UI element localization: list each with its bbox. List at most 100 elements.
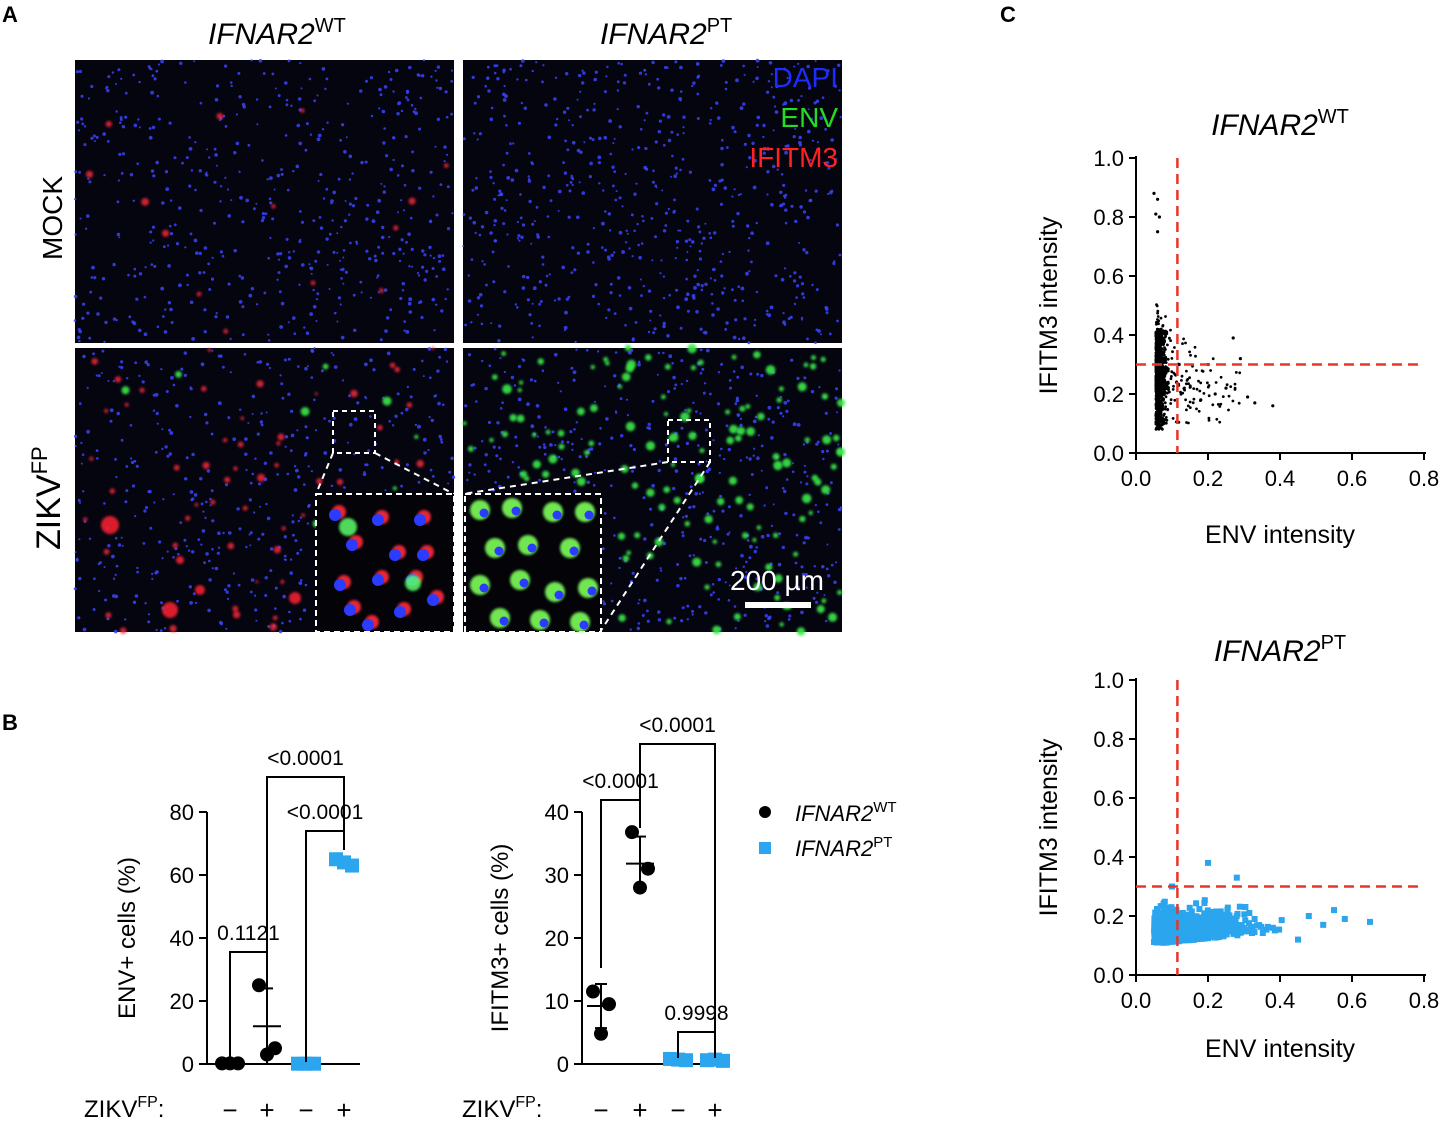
scatter-point	[1169, 377, 1173, 381]
dapi-nucleus	[156, 422, 159, 425]
dapi-nucleus	[807, 108, 810, 111]
dapi-nucleus	[631, 571, 635, 575]
dapi-nucleus	[838, 253, 842, 257]
dapi-nucleus	[498, 446, 501, 450]
dapi-nucleus	[235, 113, 239, 116]
dapi-nucleus	[743, 73, 746, 76]
dapi-nucleus	[398, 247, 402, 251]
dapi-nucleus	[208, 559, 211, 563]
scatter-point	[1163, 332, 1167, 336]
dapi-nucleus	[821, 449, 825, 454]
dapi-nucleus	[365, 79, 368, 83]
dapi-nucleus	[816, 591, 819, 594]
row-label-mock: MOCK	[37, 176, 68, 260]
ifitm3-signal	[223, 328, 229, 334]
dapi-nucleus	[496, 421, 500, 425]
dapi-nucleus	[696, 282, 700, 287]
dapi-nucleus	[86, 429, 90, 434]
dapi-nucleus	[288, 619, 292, 623]
dapi-nucleus	[743, 317, 747, 321]
dapi-nucleus	[93, 577, 96, 580]
p-value-label: <0.0001	[639, 714, 716, 737]
dapi-nucleus	[409, 395, 413, 399]
dapi-nucleus	[153, 501, 156, 504]
dapi-nucleus	[491, 250, 495, 254]
dapi-nucleus	[603, 469, 607, 472]
dapi-nucleus	[505, 151, 509, 155]
scatter-point	[1161, 898, 1168, 905]
dapi-nucleus	[280, 301, 285, 306]
dapi-nucleus	[348, 178, 352, 181]
ifitm3-signal	[232, 605, 239, 612]
scatter-title-base: IFNAR2	[1211, 109, 1318, 142]
scatter-point	[1218, 405, 1222, 408]
x-tick-label: 0.8	[1409, 988, 1440, 1013]
dapi-nucleus	[539, 618, 549, 628]
dapi-nucleus	[782, 312, 785, 315]
data-point	[252, 978, 266, 993]
ifitm3-signal	[255, 580, 259, 584]
dapi-nucleus	[384, 288, 388, 292]
dapi-nucleus	[73, 197, 77, 201]
dapi-nucleus	[489, 231, 493, 235]
dapi-nucleus	[115, 475, 118, 479]
dapi-nucleus	[735, 398, 740, 403]
dapi-nucleus	[733, 605, 737, 608]
dapi-nucleus	[476, 95, 481, 99]
env-signal	[645, 354, 652, 361]
dapi-nucleus	[752, 454, 755, 457]
dapi-nucleus	[721, 138, 724, 142]
dapi-nucleus	[191, 550, 195, 554]
dapi-nucleus	[805, 586, 808, 589]
dapi-nucleus	[699, 348, 703, 352]
dapi-nucleus	[789, 315, 793, 319]
scatter-title-sup: PT	[1321, 632, 1347, 654]
dapi-nucleus	[804, 572, 808, 577]
dapi-nucleus	[193, 493, 198, 497]
dapi-nucleus	[448, 470, 452, 474]
scatter-point	[1159, 327, 1163, 331]
scatter-point	[1211, 357, 1215, 361]
scatter-point	[1157, 346, 1161, 349]
dapi-nucleus	[400, 411, 404, 415]
dapi-nucleus	[256, 361, 260, 364]
dapi-nucleus	[359, 280, 363, 284]
dapi-nucleus	[490, 106, 494, 110]
dapi-nucleus	[219, 354, 223, 358]
env-signal	[617, 384, 623, 389]
dapi-nucleus	[484, 386, 488, 391]
dapi-nucleus	[684, 239, 689, 243]
dapi-nucleus	[569, 430, 573, 434]
dapi-nucleus	[146, 363, 150, 367]
dapi-nucleus	[726, 532, 730, 536]
dapi-nucleus	[802, 443, 806, 446]
dapi-nucleus	[723, 287, 726, 290]
dapi-nucleus	[125, 465, 129, 468]
dapi-nucleus	[317, 133, 322, 138]
dapi-nucleus	[471, 75, 475, 79]
dapi-nucleus	[498, 324, 502, 328]
legend-pt-marker	[759, 842, 771, 854]
scatter-point	[1206, 381, 1209, 385]
dapi-nucleus	[186, 283, 189, 287]
dapi-nucleus	[666, 334, 670, 338]
dapi-nucleus	[312, 305, 317, 309]
env-signal	[620, 465, 629, 473]
dapi-nucleus	[435, 79, 438, 82]
dapi-nucleus	[654, 140, 658, 144]
dapi-nucleus	[588, 175, 593, 179]
dapi-nucleus	[566, 440, 570, 444]
dapi-nucleus	[682, 516, 685, 519]
dapi-nucleus	[552, 510, 562, 520]
treatment-label: −	[670, 1095, 685, 1124]
dapi-nucleus	[288, 251, 291, 254]
dapi-nucleus	[662, 296, 666, 300]
dapi-nucleus	[810, 389, 815, 394]
scatter-point	[1186, 404, 1190, 408]
dapi-nucleus	[233, 249, 237, 253]
dapi-nucleus	[121, 125, 126, 129]
ifitm3-signal	[210, 499, 216, 505]
row-label-zikv: ZIKVFP	[27, 446, 68, 550]
dapi-nucleus	[289, 571, 294, 575]
dapi-nucleus	[685, 258, 689, 262]
